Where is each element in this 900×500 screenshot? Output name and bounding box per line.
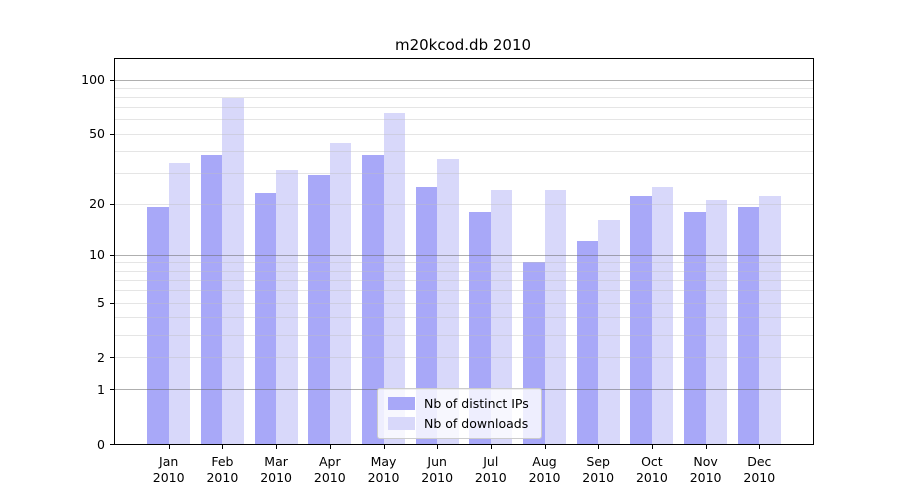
x-tick-month: Jun [427,454,447,469]
bar-jun-distinct-ips [415,186,438,444]
bar-mar-downloads [276,170,298,444]
x-tick-month: Sep [586,454,610,469]
bar-dec-distinct-ips [737,207,760,444]
y-tick [110,79,114,81]
x-tick-label-jan: Jan 2010 [137,454,201,486]
x-tick-month: Oct [641,454,663,469]
x-tick-year: 2010 [528,470,561,485]
legend-swatch-downloads [388,417,415,430]
bar-jul-distinct-ips [469,211,491,444]
y-tick [110,389,114,391]
x-tick-month: Aug [532,454,557,469]
x-tick-label-may: May 2010 [352,454,416,486]
x-tick-month: May [370,454,397,469]
chart-title: m20kcod.db 2010 [394,36,532,54]
x-tick-year: 2010 [582,470,615,485]
x-tick-year: 2010 [743,470,776,485]
ticks-layer: 100 50 20 10 5 2 1 0 Jan 2010 Feb 2010 Mar 2010 Apr 201… [81,59,813,485]
legend-label-downloads: Nb of downloads [424,416,529,431]
bar-feb-downloads [222,97,244,444]
x-tick [759,445,761,449]
y-tick [110,254,114,256]
y-tick-label-50: 50 [89,126,105,141]
x-tick-year: 2010 [152,470,185,485]
y-tick [110,133,114,135]
y-tick-label-2: 2 [97,349,105,365]
legend-swatch-distinct-ips [388,397,415,410]
x-tick-label-nov: Nov 2010 [674,454,738,486]
x-tick-label-apr: Apr 2010 [298,454,362,486]
x-tick [490,445,492,449]
bar-apr-downloads [329,143,352,444]
bar-nov-downloads [705,199,728,444]
x-tick-year: 2010 [313,470,346,485]
bar-oct-distinct-ips [630,196,652,444]
x-tick-month: Jan [159,454,179,469]
x-tick-month: Jul [483,454,499,469]
x-tick-label-sep: Sep 2010 [566,454,630,486]
x-tick-month: Dec [747,454,772,469]
legend: Nb of distinct IPs Nb of downloads [377,388,542,439]
x-tick-month: Feb [211,454,234,469]
x-tick-year: 2010 [260,470,292,485]
x-tick-month: Apr [318,454,341,469]
y-tick [110,357,114,359]
x-tick [705,445,707,449]
legend-label-distinct-ips: Nb of distinct IPs [424,396,529,411]
legend-entry-downloads: Nb of downloads [388,416,529,431]
x-tick [598,445,600,449]
bar-jan-distinct-ips [147,207,169,444]
x-tick-label-aug: Aug 2010 [513,454,577,486]
bar-sep-downloads [598,220,620,444]
bar-apr-distinct-ips [308,175,330,444]
bar-sep-distinct-ips [576,241,599,444]
plot-area: 100 50 20 10 5 2 1 0 Jan 2010 Feb 2010 Mar 2010 Apr 201… [81,58,814,485]
bar-jul-downloads [490,189,513,444]
y-tick [110,302,114,304]
bar-nov-distinct-ips [684,211,706,444]
bar-mar-distinct-ips [254,193,277,444]
bar-may-downloads [383,113,405,444]
bar-may-distinct-ips [362,154,384,444]
bar-jan-downloads [168,163,191,444]
bar-dec-downloads [759,196,781,444]
x-tick [168,445,170,449]
y-tick-label-1: 1 [97,381,105,397]
x-tick-label-mar: Mar 2010 [244,454,308,486]
y-tick-label-5: 5 [97,295,105,310]
x-tick-year: 2010 [206,470,239,485]
legend-entry-distinct-ips: Nb of distinct IPs [388,396,529,411]
x-tick-label-feb: Feb 2010 [190,454,254,486]
bar-oct-downloads [651,186,674,444]
bar-feb-distinct-ips [200,154,223,444]
y-tick-label-0: 0 [97,436,105,452]
x-tick-label-oct: Oct 2010 [620,454,684,486]
y-tick-label-20: 20 [89,196,105,212]
x-tick-label-jul: Jul 2010 [459,454,523,486]
x-tick-label-jun: Jun 2010 [405,454,469,486]
x-tick-year: 2010 [421,470,454,485]
bar-aug-downloads [544,189,566,444]
x-tick-year: 2010 [367,470,400,485]
x-tick-month: Nov [693,454,718,469]
y-tick-label-100: 100 [81,72,105,87]
x-tick [329,445,331,449]
y-tick [110,203,114,205]
x-tick-year: 2010 [635,470,668,485]
x-tick [651,445,653,449]
bar-jun-downloads [437,158,459,444]
y-tick [110,444,114,445]
x-tick [544,445,546,449]
x-tick [383,445,385,449]
x-tick [222,445,224,449]
x-tick-year: 2010 [474,470,507,485]
x-tick-year: 2010 [689,470,722,485]
x-tick-label-dec: Dec 2010 [727,454,791,486]
bars-layer [115,59,813,444]
x-tick-month: Mar [264,454,288,469]
x-tick [276,445,278,449]
x-tick [437,445,439,449]
y-tick-label-10: 10 [89,247,105,263]
